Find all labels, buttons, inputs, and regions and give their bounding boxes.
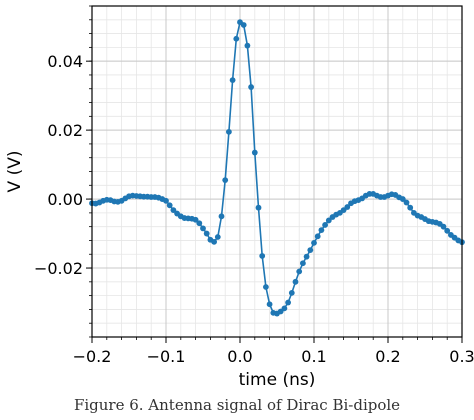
data-point — [311, 239, 317, 246]
data-point — [263, 284, 269, 290]
data-point — [229, 77, 236, 84]
data-point — [248, 84, 255, 90]
y-tick-label: 0.04 — [47, 52, 83, 71]
data-point — [318, 227, 325, 234]
data-point — [226, 128, 232, 135]
data-point — [307, 247, 314, 254]
data-point — [296, 268, 303, 275]
x-tick-label: 0.1 — [301, 347, 326, 366]
data-point — [233, 35, 240, 42]
y-tick-label: 0.02 — [47, 121, 83, 140]
data-point — [288, 289, 295, 296]
y-axis-label: V (V) — [5, 151, 25, 193]
data-point — [203, 230, 210, 237]
series-layer — [89, 19, 465, 317]
data-point — [444, 227, 451, 234]
data-point — [222, 177, 229, 184]
y-tick-label: 0.00 — [47, 190, 83, 209]
x-tick-label: −0.1 — [147, 347, 186, 366]
data-point — [403, 199, 410, 206]
y-tick-label: −0.02 — [34, 259, 83, 278]
data-point — [211, 238, 218, 245]
data-point — [196, 220, 203, 227]
data-point — [244, 42, 251, 49]
data-point — [285, 299, 291, 306]
data-point — [322, 222, 328, 228]
data-point — [325, 217, 332, 224]
data-point — [399, 196, 406, 202]
data-point — [166, 202, 173, 209]
x-tick-label: 0.0 — [227, 347, 252, 366]
data-point — [163, 197, 169, 204]
x-axis-label: time (ns) — [239, 370, 316, 390]
data-point — [170, 207, 177, 214]
data-point — [300, 260, 306, 267]
data-point — [259, 253, 266, 259]
data-point — [200, 225, 206, 232]
series-line — [91, 20, 463, 315]
data-point — [266, 301, 273, 308]
data-point — [218, 213, 225, 220]
figure-caption: Figure 6. Antenna signal of Dirac Bi-dip… — [73, 396, 401, 414]
data-point — [240, 22, 247, 28]
data-point — [292, 278, 299, 285]
data-point — [255, 204, 262, 211]
x-tick-label: 0.3 — [449, 347, 474, 366]
ticks-layer: −0.2 −0.1 0.0 0.1 0.2 0.3 −0.02 0.00 0.02 0.04 — [34, 5, 474, 366]
data-point — [281, 305, 288, 312]
data-point — [214, 234, 221, 240]
data-point — [344, 204, 351, 210]
minor-grid — [91, 5, 463, 338]
data-point — [407, 204, 414, 211]
x-tick-label: 0.2 — [375, 347, 400, 366]
data-point — [251, 149, 258, 156]
data-point — [440, 223, 447, 230]
data-point — [192, 216, 199, 223]
data-point — [314, 233, 321, 240]
data-point — [303, 253, 310, 260]
x-tick-label: −0.2 — [73, 347, 112, 366]
